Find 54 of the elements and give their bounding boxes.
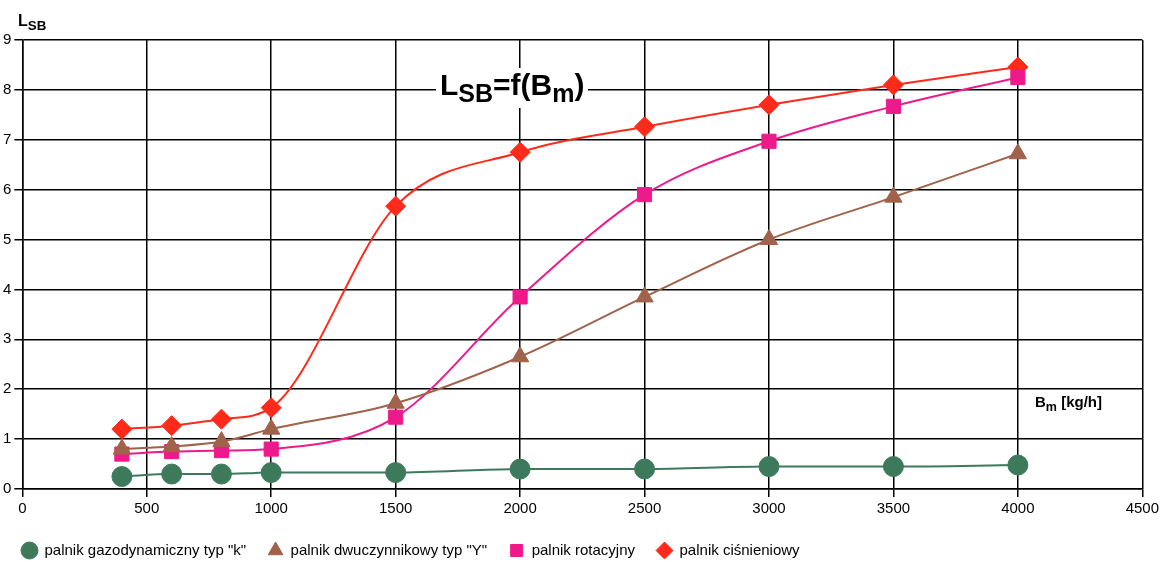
point (509, 458, 531, 480)
point (260, 397, 282, 419)
x-axis-title: B$_{m}$ [kg/h] (1035, 393, 1102, 414)
point (111, 466, 133, 488)
y-tick-label: 6 (3, 179, 12, 197)
point (634, 458, 656, 480)
x-tick-label: 1500 (378, 499, 413, 517)
point (260, 462, 282, 484)
legend-label: palnik rotacyjny (531, 540, 636, 558)
x-tick-label: 2500 (627, 499, 662, 517)
text: L$_{SB}$=f(B$_{m}$) (436, 68, 589, 108)
x-tick-label: 500 (134, 499, 160, 517)
y-tick-label: 0 (3, 479, 12, 497)
point (882, 74, 904, 96)
point (761, 133, 777, 149)
point (636, 187, 653, 203)
y-tick-label: 5 (3, 229, 12, 247)
y-tick-label: 1 (3, 429, 12, 447)
point (759, 229, 779, 246)
point (509, 141, 531, 163)
point (758, 456, 780, 478)
x-tick-label: 4000 (1001, 499, 1035, 517)
point (210, 463, 232, 485)
point (111, 418, 133, 440)
x-tick-label: 3000 (752, 499, 786, 517)
point (882, 456, 904, 478)
legend-label: palnik gazodynamiczny typ "k" (44, 540, 247, 558)
y-tick-label: 8 (3, 80, 12, 98)
legend-label: palnik ciśnieniowy (679, 540, 801, 558)
x-tick-label: 3500 (876, 499, 911, 517)
point (634, 116, 656, 138)
point (1007, 454, 1029, 476)
y-tick-label: 7 (3, 129, 12, 147)
point (161, 463, 183, 485)
point (385, 195, 407, 217)
y-tick-label: 9 (3, 30, 12, 48)
point (758, 94, 780, 116)
y-tick-label: 3 (3, 329, 12, 347)
point (161, 415, 183, 437)
x-tick-label: 2000 (503, 499, 537, 517)
point (263, 441, 279, 457)
x-tick-label: 1000 (254, 499, 288, 517)
point (388, 409, 404, 425)
point (385, 462, 407, 484)
point (512, 289, 528, 305)
x-tick-label: 0 (18, 499, 27, 517)
x-tick-label: 4500 (1125, 499, 1159, 517)
y-tick-label: 2 (3, 379, 12, 397)
point (885, 98, 901, 114)
y-tick-label: 4 (3, 279, 12, 297)
y-axis-title: L$_{SB}$ (18, 12, 47, 34)
point (1010, 69, 1026, 85)
legend-label: palnik dwuczynnikowy typ "Y" (290, 540, 488, 558)
point (210, 408, 232, 430)
